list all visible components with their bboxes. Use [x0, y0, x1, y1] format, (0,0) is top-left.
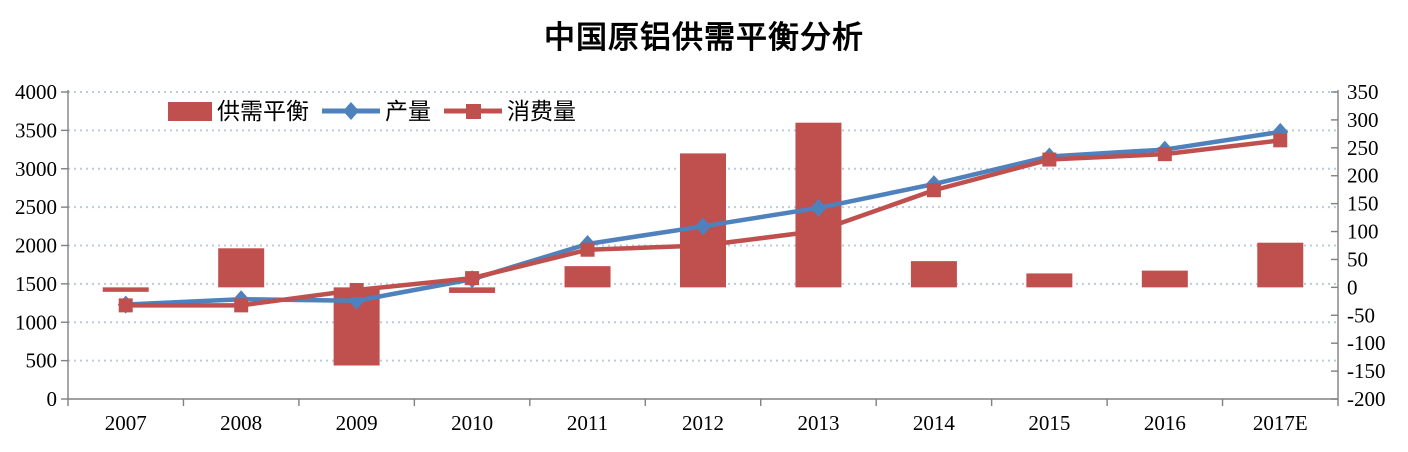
bar-2007 — [102, 287, 149, 292]
left-axis-label: 500 — [26, 349, 58, 373]
left-axis-label: 2500 — [15, 195, 57, 219]
x-axis-label-2008: 2008 — [220, 411, 262, 435]
consumption-marker-2008 — [234, 298, 249, 313]
legend-label-consumption: 消费量 — [507, 97, 576, 124]
right-axis-label: 0 — [1347, 275, 1358, 299]
right-axis-label: 350 — [1347, 80, 1379, 104]
right-axis-label: 150 — [1347, 192, 1379, 216]
consumption-marker-2016 — [1157, 147, 1172, 162]
x-axis-label-2009: 2009 — [336, 411, 378, 435]
production-marker-2013 — [810, 198, 827, 217]
left-axis-label: 4000 — [15, 80, 57, 104]
right-axis-label: -100 — [1347, 331, 1386, 355]
line-square-swatch-icon — [444, 104, 502, 119]
right-axis-label: 200 — [1347, 164, 1379, 188]
x-axis-label-2007: 2007 — [105, 411, 147, 435]
bar-2015 — [1026, 273, 1073, 288]
bar-2016 — [1141, 270, 1188, 288]
bar-2008 — [218, 248, 265, 288]
x-axis-label-2013: 2013 — [797, 411, 839, 435]
bar-2010 — [449, 287, 496, 293]
left-axis-label: 1500 — [15, 272, 57, 296]
consumption-marker-2017E — [1273, 133, 1288, 148]
left-axis-label: 0 — [47, 387, 58, 411]
right-axis-label: -50 — [1347, 303, 1375, 327]
consumption-marker-2011 — [580, 242, 595, 257]
left-axis-label: 1000 — [15, 310, 57, 334]
bar-swatch-icon — [168, 101, 212, 121]
left-axis-label: 3000 — [15, 157, 57, 181]
legend-item-production: 产量 — [322, 99, 431, 123]
line-diamond-swatch-icon — [322, 102, 380, 120]
left-axis-label: 2000 — [15, 234, 57, 258]
bar-2017E — [1257, 242, 1304, 288]
x-axis-label-2017E: 2017E — [1253, 411, 1308, 435]
x-axis-label-2012: 2012 — [682, 411, 724, 435]
consumption-marker-2009 — [349, 283, 364, 298]
legend-label-balance: 供需平衡 — [217, 97, 309, 124]
x-axis-label-2016: 2016 — [1144, 411, 1186, 435]
consumption-marker-2014 — [926, 183, 941, 198]
consumption-marker-2013 — [811, 223, 826, 238]
bar-2011 — [564, 266, 611, 288]
consumption-marker-2007 — [118, 298, 133, 313]
bar-2014 — [910, 261, 957, 288]
right-axis-label: 300 — [1347, 108, 1379, 132]
consumption-marker-2015 — [1042, 152, 1057, 167]
right-axis-label: -200 — [1347, 387, 1386, 411]
x-axis-label-2014: 2014 — [913, 411, 956, 435]
chart-title: 中国原铝供需平衡分析 — [544, 20, 864, 55]
right-axis-label: -150 — [1347, 359, 1386, 383]
right-axis-label: 100 — [1347, 220, 1379, 244]
x-axis-label-2010: 2010 — [451, 411, 493, 435]
x-axis-label-2011: 2011 — [567, 411, 608, 435]
consumption-marker-2010 — [465, 271, 480, 286]
right-axis-label: 50 — [1347, 247, 1368, 271]
x-axis-label-2015: 2015 — [1028, 411, 1070, 435]
production-marker-2012 — [695, 217, 711, 236]
legend: 供需平衡 产量 消费量 — [168, 97, 576, 125]
left-axis-label: 3500 — [15, 118, 57, 142]
legend-item-consumption: 消费量 — [444, 99, 576, 123]
consumption-marker-2012 — [696, 238, 710, 253]
legend-item-balance: 供需平衡 — [168, 97, 309, 124]
legend-label-production: 产量 — [385, 97, 431, 124]
right-axis-label: 250 — [1347, 136, 1379, 160]
